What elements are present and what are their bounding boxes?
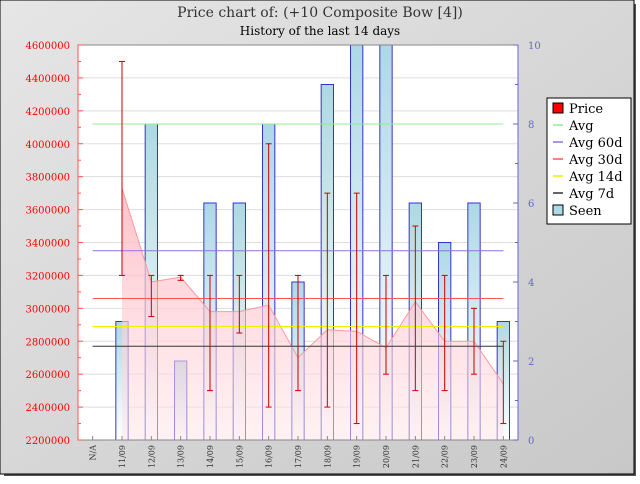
- axes: 2200000 2400000 2600000 2800000 3000000 32000…: [25, 41, 540, 468]
- legend: Price Avg Avg 60d Avg 30d Avg 14d Avg 7d Seen: [546, 97, 632, 225]
- x-tick-label: 11/09: [118, 445, 127, 468]
- chart-title: Price chart of: (+10 Composite Bow [4]): [177, 5, 463, 21]
- legend-label: Avg 30d: [568, 153, 623, 168]
- left-tick-label: 3800000: [25, 173, 70, 184]
- x-tick-label: 13/09: [177, 445, 186, 468]
- x-tick-label: 24/09: [499, 445, 508, 468]
- legend-label: Avg 14d: [568, 170, 623, 185]
- left-tick-label: 4200000: [25, 107, 70, 118]
- x-tick-label: 15/09: [235, 445, 244, 468]
- legend-swatch: [552, 204, 564, 216]
- right-tick-label: 10: [528, 41, 541, 52]
- x-tick-label: 12/09: [147, 445, 156, 468]
- left-tick-label: 2600000: [25, 370, 70, 381]
- left-tick-label: 3200000: [25, 271, 70, 282]
- x-tick-label: N/A: [89, 445, 98, 461]
- legend-label: Avg: [568, 119, 594, 134]
- x-tick-label: 22/09: [441, 445, 450, 468]
- price-range-bars: [119, 60, 507, 425]
- x-tick-label: 16/09: [265, 445, 274, 468]
- right-tick-label: 2: [528, 357, 534, 368]
- left-tick-label: 2200000: [25, 436, 70, 447]
- x-tick-label: 23/09: [470, 445, 479, 468]
- right-tick-label: 4: [528, 278, 534, 289]
- price-area: [121, 188, 504, 440]
- legend-label: Avg 7d: [568, 187, 614, 202]
- left-tick-label: 4600000: [25, 41, 70, 52]
- right-tick-label: 0: [528, 436, 534, 447]
- x-tick-label: 14/09: [206, 445, 215, 468]
- left-tick-label: 3000000: [25, 304, 70, 315]
- right-tick-label: 6: [528, 199, 534, 210]
- chart-subtitle: History of the last 14 days: [240, 24, 400, 38]
- left-tick-label: 2800000: [25, 337, 70, 348]
- legend-label: Avg 60d: [568, 136, 623, 151]
- x-tick-label: 18/09: [323, 445, 332, 468]
- left-tick-label: 4400000: [25, 74, 70, 85]
- price-line: [121, 188, 504, 385]
- x-tick-label: 21/09: [411, 445, 420, 468]
- x-tick-label: 19/09: [353, 445, 362, 468]
- left-tick-label: 3600000: [25, 206, 70, 217]
- left-tick-label: 4000000: [25, 140, 70, 151]
- legend-swatch: [552, 102, 564, 114]
- x-tick-label: 20/09: [382, 445, 391, 468]
- left-tick-label: 2400000: [25, 403, 70, 414]
- right-tick-label: 8: [528, 120, 534, 131]
- x-tick-label: 17/09: [294, 445, 303, 468]
- legend-label: Seen: [569, 204, 602, 219]
- left-tick-label: 3400000: [25, 239, 70, 250]
- price-area-fill: [122, 188, 504, 440]
- legend-label: Price: [569, 102, 603, 117]
- legend-box: [546, 97, 632, 225]
